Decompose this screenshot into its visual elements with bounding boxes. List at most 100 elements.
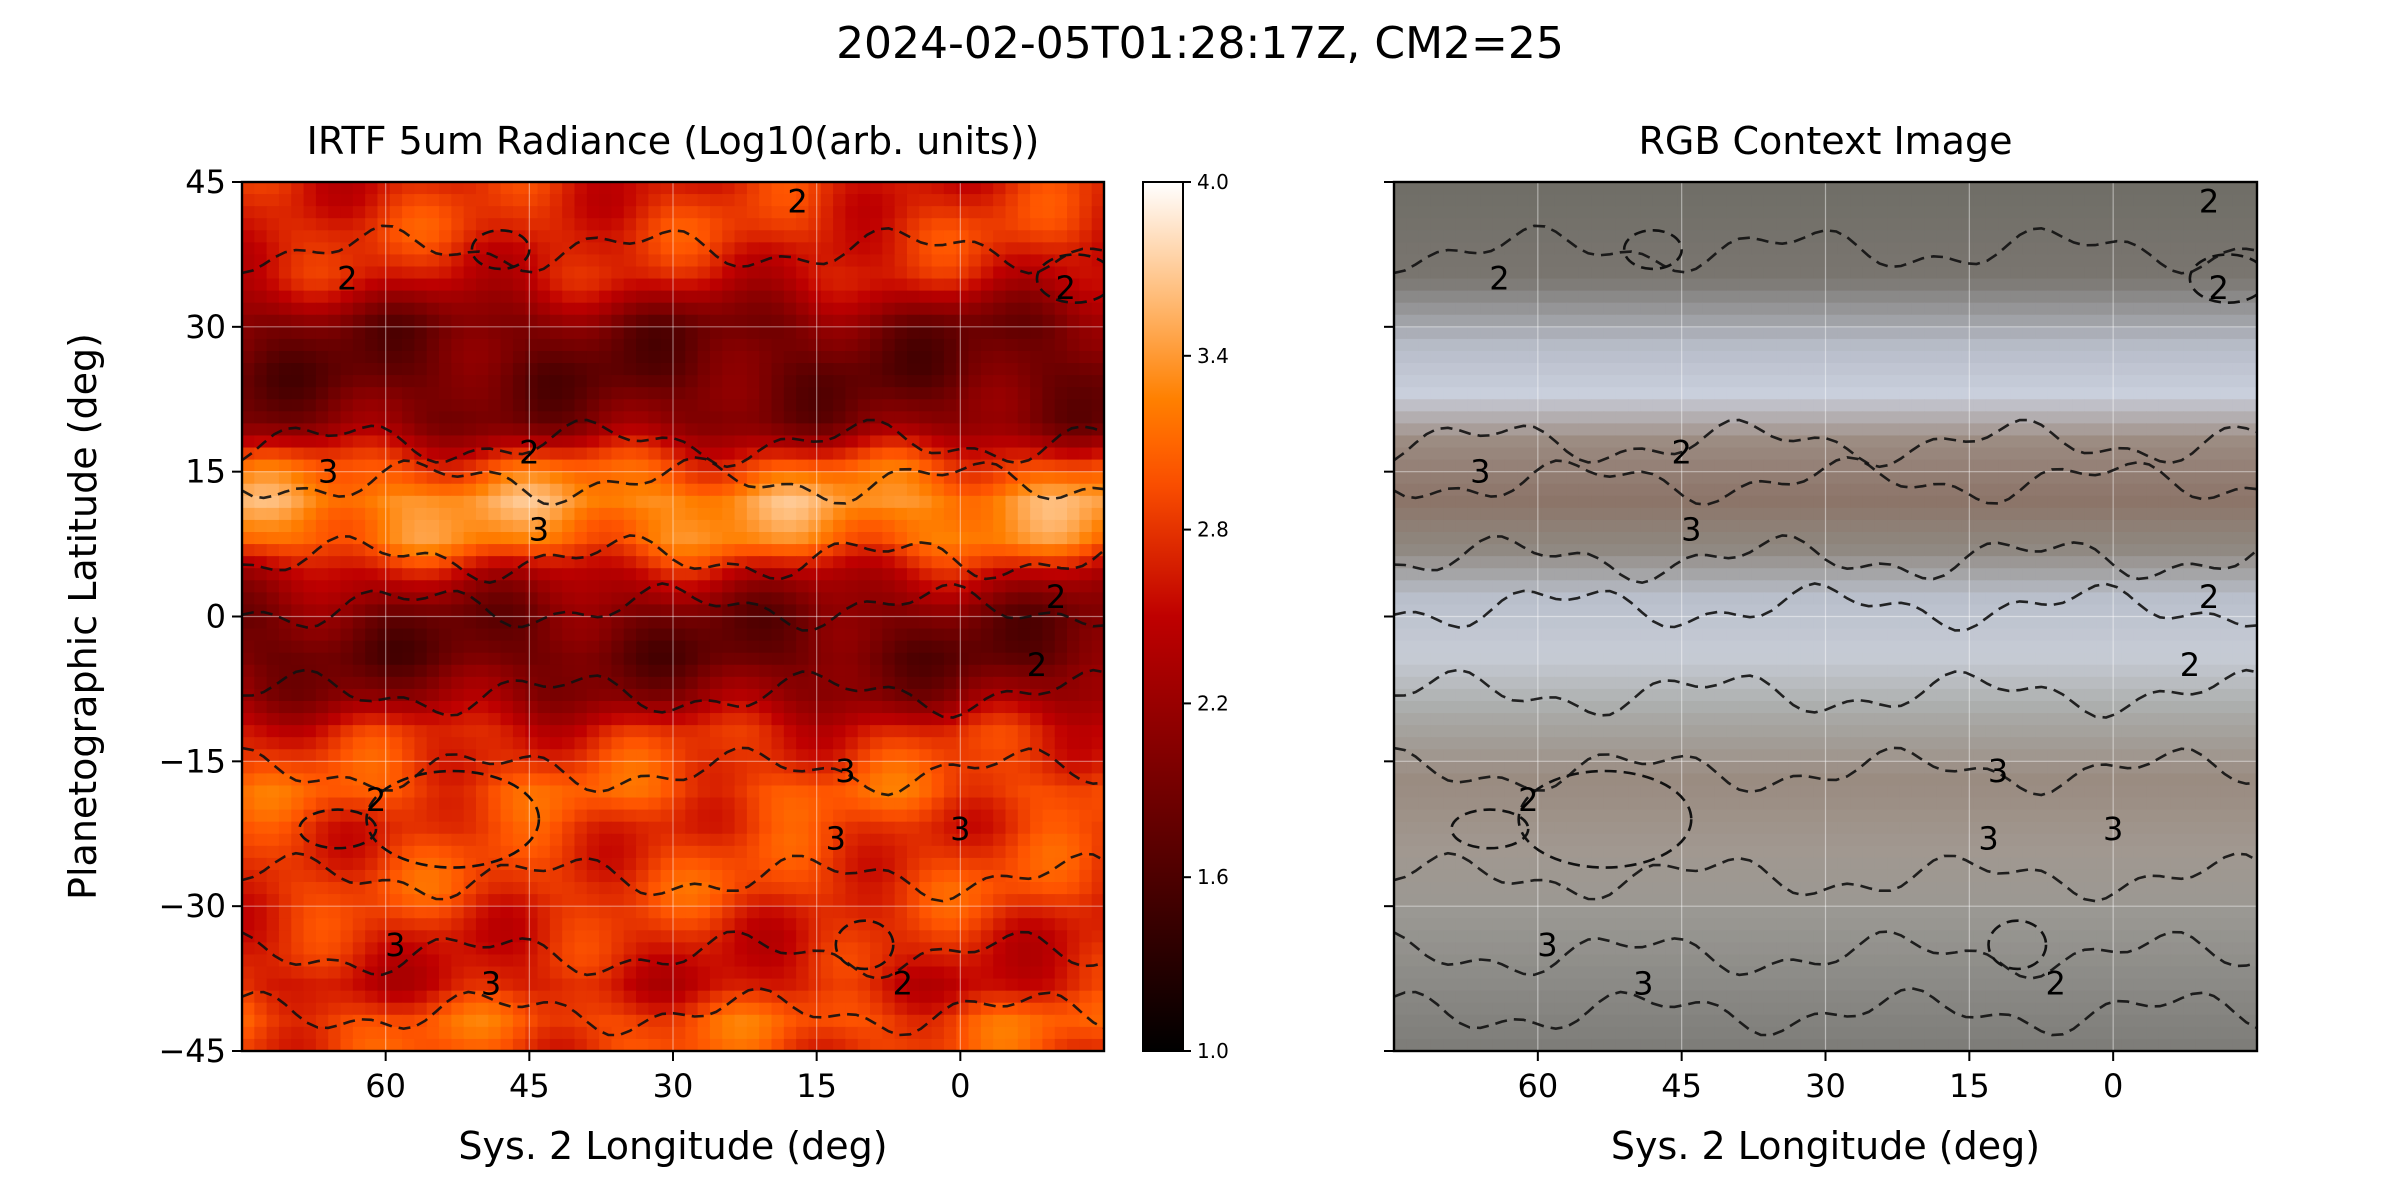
heatmap-cell — [697, 350, 711, 364]
heatmap-cell — [968, 278, 982, 292]
heatmap-cell — [1054, 363, 1068, 376]
heatmap-cell — [623, 338, 637, 352]
heatmap-cell — [771, 700, 785, 714]
heatmap-cell — [549, 447, 563, 461]
heatmap-cell — [574, 338, 588, 352]
heatmap-cell — [808, 809, 822, 823]
heatmap-cell — [722, 785, 736, 799]
heatmap-cell — [759, 1014, 773, 1028]
heatmap-cell — [833, 447, 846, 461]
heatmap-cell — [709, 314, 723, 328]
heatmap-cell — [1017, 447, 1031, 461]
heatmap-cell — [685, 338, 699, 352]
heatmap-cell — [414, 1026, 428, 1040]
heatmap-cell — [254, 652, 268, 666]
heatmap-cell — [1067, 894, 1080, 907]
heatmap-cell — [266, 278, 280, 292]
heatmap-cell — [870, 375, 883, 388]
heatmap-cell — [278, 532, 292, 545]
heatmap-cell — [734, 278, 748, 292]
heatmap-cell — [463, 797, 477, 811]
heatmap-cell — [820, 857, 834, 871]
heatmap-cell — [857, 206, 871, 219]
heatmap-cell — [771, 930, 785, 943]
heatmap-cell — [414, 869, 428, 883]
heatmap-cell — [1030, 906, 1044, 919]
heatmap-cell — [1030, 978, 1044, 992]
heatmap-cell — [377, 652, 391, 666]
heatmap-cell — [734, 628, 748, 642]
heatmap-cell — [242, 1002, 255, 1016]
heatmap-cell — [746, 459, 760, 473]
heatmap-cell — [377, 616, 391, 630]
heatmap-cell — [500, 894, 514, 907]
heatmap-cell — [894, 713, 908, 726]
heatmap-cell — [365, 942, 379, 956]
heatmap-cell — [574, 954, 588, 968]
heatmap-cell — [734, 1014, 748, 1028]
heatmap-cell — [451, 833, 465, 847]
heatmap-cell — [697, 966, 711, 980]
heatmap-cell — [993, 1002, 1007, 1016]
heatmap-cell — [500, 821, 514, 835]
heatmap-cell — [426, 713, 440, 726]
heatmap-cell — [512, 688, 526, 702]
heatmap-cell — [377, 882, 391, 895]
heatmap-cell — [1042, 918, 1056, 931]
heatmap-cell — [968, 785, 982, 799]
heatmap-cell — [439, 302, 452, 316]
heatmap-cell — [833, 1002, 846, 1016]
heatmap-cell — [254, 713, 268, 726]
heatmap-cell — [956, 869, 970, 883]
heatmap-cell — [611, 302, 625, 316]
heatmap-cell — [1091, 725, 1104, 738]
heatmap-cell — [980, 363, 994, 376]
heatmap-cell — [833, 519, 846, 533]
heatmap-cell — [931, 459, 945, 473]
heatmap-cell — [956, 350, 970, 364]
heatmap-cell — [1054, 242, 1068, 256]
heatmap-cell — [242, 532, 255, 545]
heatmap-cell — [439, 894, 452, 907]
heatmap-cell — [882, 809, 896, 823]
heatmap-cell — [894, 338, 908, 352]
heatmap-cell — [1005, 544, 1019, 557]
heatmap-cell — [328, 978, 342, 992]
heatmap-cell — [845, 278, 859, 292]
heatmap-cell — [648, 254, 662, 268]
heatmap-cell — [1042, 182, 1056, 195]
heatmap-cell — [377, 1038, 391, 1051]
heatmap-cell — [586, 713, 600, 726]
heatmap-cell — [648, 942, 662, 956]
heatmap-cell — [722, 942, 736, 956]
heatmap-cell — [475, 326, 489, 340]
heatmap-cell — [685, 737, 699, 750]
heatmap-cell — [993, 785, 1007, 799]
heatmap-cell — [574, 206, 588, 219]
heatmap-cell — [414, 664, 428, 678]
heatmap-cell — [648, 544, 662, 557]
heatmap-cell — [968, 435, 982, 449]
heatmap-cell — [993, 266, 1007, 280]
heatmap-cell — [599, 640, 613, 654]
heatmap-cell — [623, 254, 637, 268]
heatmap-cell — [783, 809, 797, 823]
heatmap-cell — [291, 375, 305, 388]
heatmap-cell — [648, 882, 662, 895]
heatmap-cell — [574, 737, 588, 750]
heatmap-cell — [562, 399, 576, 412]
heatmap-cell — [525, 544, 539, 557]
heatmap-cell — [796, 906, 810, 919]
heatmap-cell — [463, 423, 477, 437]
heatmap-cell — [525, 435, 539, 449]
heatmap-cell — [968, 688, 982, 702]
heatmap-cell — [845, 290, 859, 304]
heatmap-cell — [709, 375, 723, 388]
heatmap-cell — [931, 688, 945, 702]
heatmap-cell — [488, 242, 502, 256]
heatmap-cell — [648, 507, 662, 521]
heatmap-cell — [328, 206, 342, 219]
heatmap-cell — [931, 737, 945, 750]
heatmap-cell — [685, 869, 699, 883]
heatmap-cell — [389, 495, 403, 509]
